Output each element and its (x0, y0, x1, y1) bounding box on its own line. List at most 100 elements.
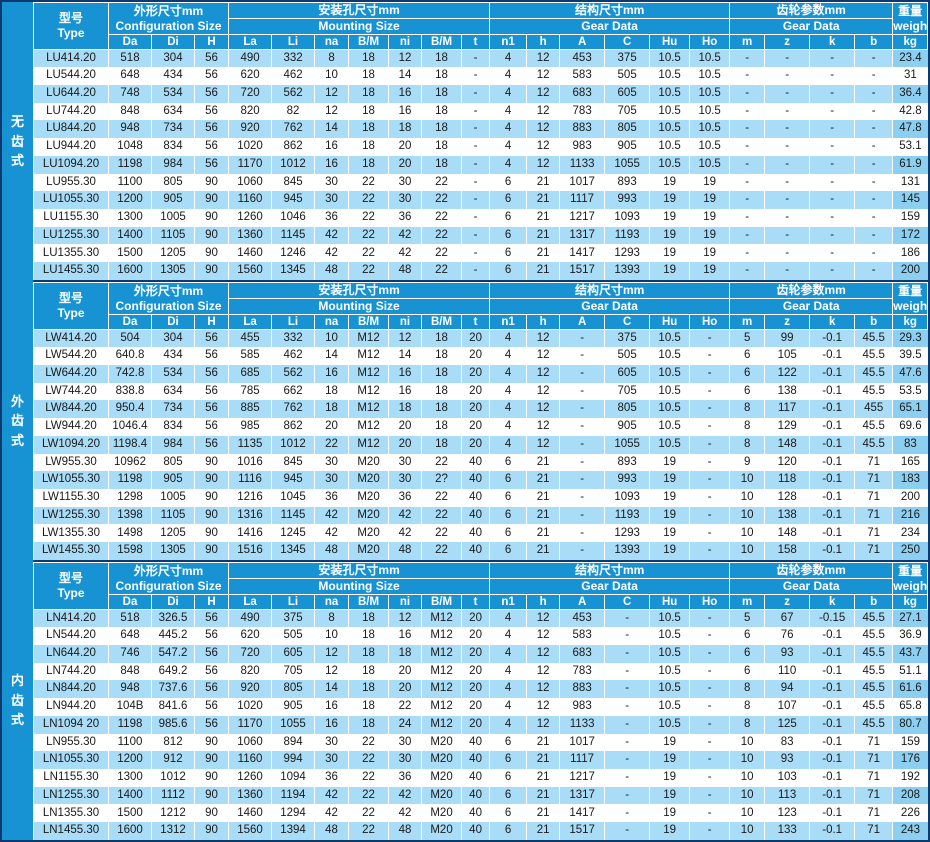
table-row-LW1094.20: LW1094.20 1198.4 984 56 1135 1012 22 M12 20 18 20 4… (33, 435, 928, 454)
data-cell: 30 (314, 453, 349, 472)
data-cell: 10 (314, 329, 349, 348)
data-cell: 1093 (604, 488, 650, 507)
col-group-gear-parameters-zh: 齿轮参数mm (729, 282, 894, 299)
data-cell: 4 (489, 49, 527, 68)
data-cell: 90 (193, 524, 229, 543)
data-cell: 21 (526, 208, 560, 227)
data-cell: 4 (489, 364, 527, 383)
data-cell: - (854, 67, 893, 85)
data-cell: 805 (151, 173, 195, 192)
data-cell: 1317 (559, 786, 605, 805)
data-cell: 105 (764, 347, 810, 365)
data-cell: 22 (421, 226, 462, 245)
table-row-LN1355.30: LN1355.30 1500 1212 90 1460 1294 42 22 42 M20 40 6 2… (33, 804, 928, 823)
data-cell: 30 (388, 751, 422, 769)
data-cell: M20 (348, 453, 389, 472)
data-cell: 1398 (108, 506, 152, 525)
group-label-en: Configuration Size (115, 578, 222, 593)
data-cell: 21 (526, 471, 560, 489)
data-cell: 1217 (559, 208, 605, 227)
data-cell: 14 (388, 347, 422, 365)
col-group-mounting-size-zh: 安装孔尺寸mm (228, 2, 491, 19)
data-cell: -0.1 (809, 400, 855, 419)
col-header-ni-7: ni (388, 34, 423, 50)
data-cell: 1517 (559, 262, 605, 280)
data-cell: - (764, 173, 810, 192)
table-row-LW944.20: LW944.20 1046.4 834 56 985 862 20 M12 20 18 20 4 12-… (33, 418, 928, 436)
data-cell: 905 (604, 138, 650, 156)
data-cell: 18 (421, 382, 462, 401)
data-cell: - (461, 138, 490, 156)
data-cell: 8 (729, 715, 765, 734)
table-row-LN544.20: LN544.20 648 445.2 56 620 505 10 18 16 M12 20 4 12 58… (33, 627, 928, 645)
col-header-hu-14: Hu (649, 594, 691, 610)
table-row-LW1155.30: LW1155.30 1298 1005 90 1216 1045 36 M20 36 22 40 6 2… (33, 488, 928, 507)
data-cell: - (689, 418, 730, 436)
data-cell: 42 (314, 244, 349, 263)
data-cell: 562 (271, 84, 315, 103)
table-row-LN1455.30: LN1455.30 1600 1312 90 1560 1394 48 22 48 M20 40 6 2… (33, 822, 928, 840)
data-cell: 6 (489, 191, 527, 209)
data-cell: 6 (489, 173, 527, 192)
data-cell: 1145 (271, 226, 315, 245)
data-cell: 12 (388, 609, 422, 628)
data-cell: 21 (526, 453, 560, 472)
data-cell: 1193 (604, 226, 650, 245)
data-cell: 6 (489, 524, 527, 543)
data-cell: 1400 (108, 786, 152, 805)
data-cell: 1393 (604, 262, 650, 280)
data-cell: -0.15 (809, 609, 855, 628)
data-cell: 12 (526, 364, 560, 383)
data-cell: -0.1 (809, 751, 855, 769)
data-cell: 12 (388, 329, 422, 348)
data-cell: 19 (649, 262, 690, 280)
data-cell: - (461, 244, 490, 263)
data-cell: - (729, 173, 765, 192)
model-cell: LU955.30 (33, 173, 109, 192)
data-cell: 462 (271, 67, 315, 85)
col-header-k-18: k (809, 314, 856, 330)
data-cell: 71 (854, 471, 893, 489)
data-cell: - (854, 262, 893, 280)
data-cell: -0.1 (809, 768, 855, 787)
data-cell: 71 (854, 804, 893, 823)
data-cell: 6 (729, 347, 765, 365)
data-cell: 634 (151, 102, 195, 121)
data-cell: - (764, 191, 810, 209)
col-header-bm-8: B/M (421, 314, 463, 330)
col-header-di-1: Di (151, 314, 195, 330)
col-header-bm-8: B/M (421, 34, 463, 50)
data-cell: 12 (526, 138, 560, 156)
model-cell: LW744.20 (33, 382, 109, 401)
data-cell: 1217 (559, 768, 605, 787)
data-cell: 985.6 (151, 715, 195, 734)
data-cell: 36 (388, 488, 422, 507)
data-cell: 18 (314, 382, 349, 401)
data-cell: 16 (388, 102, 422, 121)
data-cell: -0.1 (809, 364, 855, 383)
data-cell: M12 (421, 715, 462, 734)
data-cell: - (461, 208, 490, 227)
col-header-b-19: b (854, 34, 894, 50)
data-cell: -0.1 (809, 418, 855, 436)
table-row-LW644.20: LW644.20 742.8 534 56 685 562 16 M12 16 18 20 4 12-6… (33, 364, 928, 383)
data-cell: - (689, 786, 730, 805)
data-cell: 12 (526, 155, 560, 174)
data-cell: 20 (388, 138, 422, 156)
group-label-en: Configuration Size (115, 298, 222, 313)
data-cell: - (689, 609, 730, 628)
data-cell: 1500 (108, 244, 152, 263)
data-cell: 1600 (108, 262, 152, 280)
data-cell: 6 (489, 733, 527, 752)
data-cell: 20 (388, 662, 422, 681)
data-cell: - (461, 67, 490, 85)
model-cell: LW1455.30 (33, 542, 109, 560)
data-cell: 18 (388, 400, 422, 419)
col-header-n1-10: n1 (489, 314, 528, 330)
data-cell: - (809, 67, 855, 85)
data-cell: 10.5 (649, 400, 690, 419)
data-cell: 1360 (228, 786, 272, 805)
data-cell: 56 (193, 662, 229, 681)
table-row-LW844.20: LW844.20 950.4 734 56 885 762 18 M12 18 18 20 4 12-8… (33, 400, 928, 419)
data-cell: 304 (151, 329, 195, 348)
